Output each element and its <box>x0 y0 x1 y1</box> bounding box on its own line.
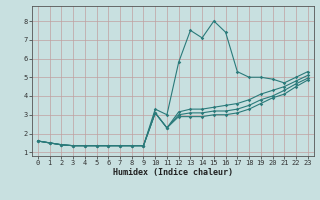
X-axis label: Humidex (Indice chaleur): Humidex (Indice chaleur) <box>113 168 233 177</box>
